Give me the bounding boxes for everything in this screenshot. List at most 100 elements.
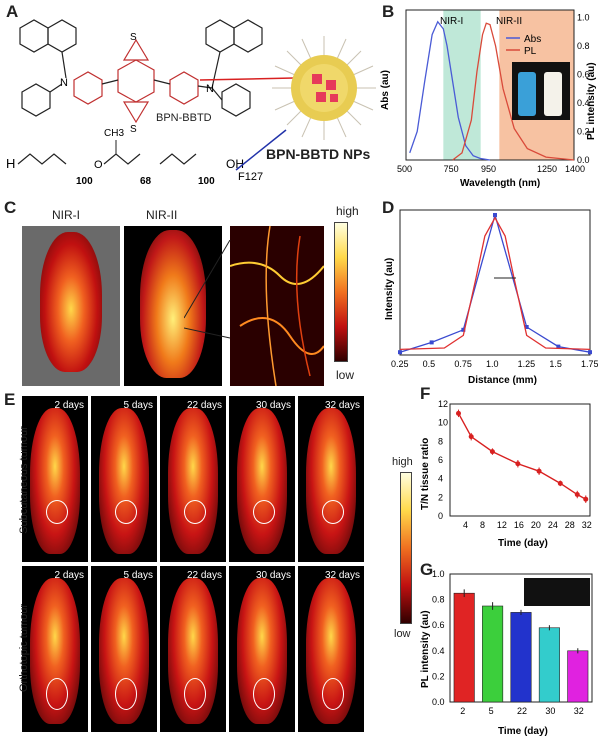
bpn-bbtd-structure: S S N N H 100 O CH3 68 100 OH F127 xyxy=(6,19,295,187)
g-bar xyxy=(510,612,532,703)
b-series-pl xyxy=(452,22,575,161)
b-xtick: 1400 xyxy=(565,164,585,174)
f-ytick: 12 xyxy=(438,400,448,409)
d-point xyxy=(524,325,529,329)
tumour-circle xyxy=(184,678,206,710)
f-point xyxy=(468,434,474,440)
f-line xyxy=(457,412,587,500)
b-xtick: 1250 xyxy=(537,164,557,174)
f-ytick: 2 xyxy=(438,492,443,502)
tumour-circle xyxy=(253,678,275,710)
e-row1-label: Subcutaneous tumour xyxy=(18,426,30,534)
e-day-label: 22 days xyxy=(186,400,222,411)
f-point xyxy=(489,449,495,455)
legend-pl: PL xyxy=(524,46,537,57)
chem-sub-2: 68 xyxy=(140,176,152,187)
f-ytick: 6 xyxy=(438,455,443,465)
d-point xyxy=(461,327,466,332)
e-scale-high: high xyxy=(392,456,413,468)
e-mouse-image: 2 days xyxy=(22,566,88,732)
tumour-circle xyxy=(184,500,206,524)
g-ytick: 0.2 xyxy=(432,671,445,681)
b-xtick: 950 xyxy=(481,164,496,174)
e-mouse-image: 22 days xyxy=(160,566,226,732)
b-y2tick: 1.0 xyxy=(577,13,590,23)
bpn-bbtd-label: BPN-BBTD xyxy=(156,112,212,124)
f-xlabel: Time (day) xyxy=(498,538,548,549)
e-mouse-image: 30 days xyxy=(229,396,295,562)
g-bar xyxy=(538,627,560,703)
d-xtick: 0.75 xyxy=(454,359,472,369)
tumour-circle xyxy=(46,678,68,710)
b-y2tick: 0.0 xyxy=(577,155,590,165)
b-xlabel: Wavelength (nm) xyxy=(460,178,540,189)
tumour-circle xyxy=(115,500,137,524)
tumour-circle xyxy=(115,678,137,710)
panel-label-g: G xyxy=(420,560,434,579)
e-day-label: 22 days xyxy=(186,570,222,581)
e-day-label: 32 days xyxy=(324,570,360,581)
e-image-grid: 2 days 5 days 22 days 30 days 32 days 2 days 5… xyxy=(22,396,366,734)
f-xtick: 24 xyxy=(548,520,558,530)
e-day-label: 2 days xyxy=(54,570,84,581)
e-day-label: 30 days xyxy=(255,570,291,581)
e-mouse-image: 5 days xyxy=(91,396,157,562)
b-ylabel: Abs (au) xyxy=(380,70,391,110)
e-scale-low: low xyxy=(394,628,411,640)
chart-d: 0.25 0.5 0.75 1.0 1.25 1.5 1.75 Distance (mm) … xyxy=(384,209,598,386)
f-ylabel: T/N tissue ratio xyxy=(420,438,431,510)
g-bar xyxy=(453,592,475,703)
g-xlabel: Time (day) xyxy=(498,726,548,736)
f-point xyxy=(455,410,461,416)
d-xtick: 1.25 xyxy=(518,359,536,369)
legend-abs: Abs xyxy=(524,34,541,45)
chart-b: NIR-I NIR-II 500 750 950 1250 1400 0.0 0.2 0.4… xyxy=(380,9,597,189)
nir1-label: NIR-I xyxy=(440,16,463,27)
chem-oh: OH xyxy=(226,157,244,171)
f-ytick: 0 xyxy=(438,511,443,521)
e-day-label: 2 days xyxy=(54,400,84,411)
b-y2tick: 0.2 xyxy=(577,127,590,137)
panel-label-e: E xyxy=(4,390,16,409)
e-day-label: 32 days xyxy=(324,400,360,411)
svg-text:N: N xyxy=(60,77,68,89)
b-y2tick: 0.4 xyxy=(577,98,590,108)
b-y2tick: 0.8 xyxy=(577,41,590,51)
chart-g: 0.0 0.2 0.4 0.6 0.8 1.0 2 5 22 30 32 Time (day) P… xyxy=(420,569,593,736)
nps-label: BPN-BBTD NPs xyxy=(266,146,371,162)
f-point xyxy=(536,468,542,474)
svg-text:S: S xyxy=(130,32,137,43)
chem-ch3: CH3 xyxy=(104,128,124,139)
g-ylabel: PL intensity (au) xyxy=(420,610,431,688)
svg-text:N: N xyxy=(206,83,214,95)
f-point xyxy=(583,496,589,502)
c-label-nir1: NIR-I xyxy=(52,208,80,222)
g-xtick: 32 xyxy=(574,706,584,716)
d-series-data xyxy=(399,212,591,353)
f-point xyxy=(574,492,580,498)
f-ytick: 8 xyxy=(438,436,443,446)
nir2-label: NIR-II xyxy=(496,16,522,27)
g-ytick: 1.0 xyxy=(432,569,445,579)
f-point xyxy=(515,461,521,467)
d-xtick: 1.0 xyxy=(486,359,499,369)
d-ylabel: Intensity (au) xyxy=(384,258,395,320)
b-y2tick: 0.6 xyxy=(577,70,590,80)
f-point xyxy=(557,480,563,486)
svg-text:O: O xyxy=(94,159,103,171)
d-point xyxy=(556,344,561,349)
g-ytick: 0.0 xyxy=(432,697,445,707)
nir2-mouse-image xyxy=(124,226,222,386)
f-ytick: 4 xyxy=(438,474,443,484)
tumour-circle xyxy=(46,500,68,524)
e-mouse-image: 30 days xyxy=(229,566,295,732)
e-day-label: 5 days xyxy=(123,400,153,411)
panel-label-b: B xyxy=(382,2,395,21)
c-scale-high: high xyxy=(336,204,359,218)
g-xtick: 22 xyxy=(517,706,527,716)
g-ytick: 0.8 xyxy=(432,595,445,605)
nir1-region xyxy=(443,10,481,160)
g-xtick: 5 xyxy=(489,706,494,716)
panel-label-c: C xyxy=(4,198,17,217)
